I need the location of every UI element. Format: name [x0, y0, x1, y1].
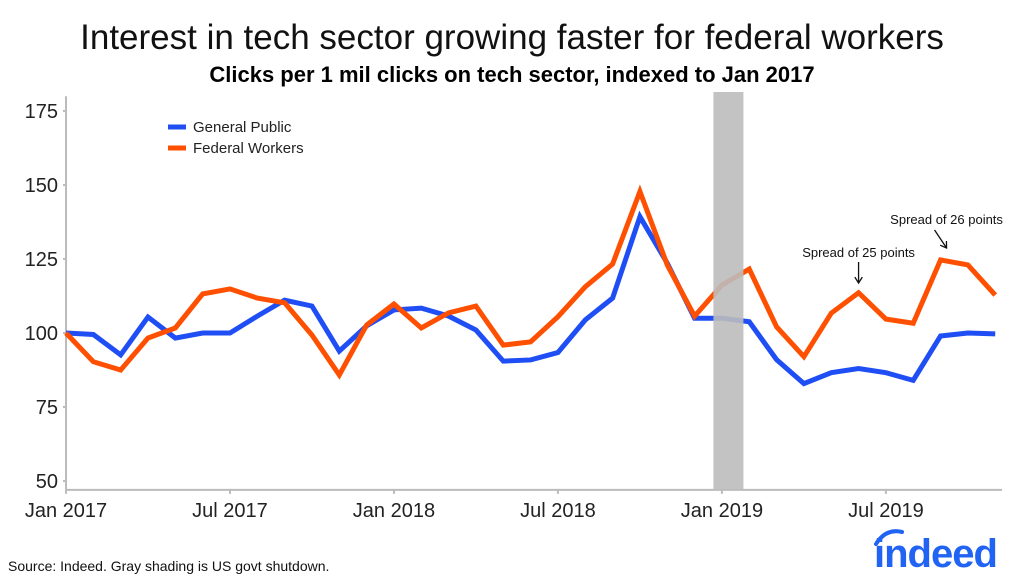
x-tick-label: Jan 2017 [25, 500, 107, 522]
y-tick-label: 75 [36, 397, 58, 419]
series-line-federal-workers [64, 184, 998, 380]
x-tick-label: Jan 2019 [681, 500, 763, 522]
x-tick-label: Jul 2019 [848, 500, 924, 522]
y-tick-label: 175 [25, 101, 58, 123]
logo-arc-icon [874, 529, 904, 546]
x-tick-label: Jan 2018 [353, 500, 435, 522]
legend-label: General Public [193, 119, 292, 136]
chart-title: Interest in tech sector growing faster f… [80, 18, 944, 57]
legend-label: Federal Workers [193, 140, 304, 157]
logo-text: indeed [874, 532, 998, 576]
annotation-arrowhead-icon [854, 276, 863, 285]
annotation-arrowhead-icon [939, 240, 948, 250]
annotation-text: Spread of 26 points [890, 212, 1003, 227]
annotation-text: Spread of 25 points [802, 245, 915, 260]
x-tick-label: Jul 2017 [192, 500, 268, 522]
x-tick-label: Jul 2018 [520, 500, 596, 522]
annotation-arrow-icon [934, 229, 948, 249]
shutdown-shading [713, 92, 744, 490]
y-tick-label: 50 [36, 471, 58, 493]
indeed-logo: indeed [872, 526, 1012, 576]
series-line-general-public [65, 210, 996, 387]
y-tick-label: 125 [25, 249, 58, 271]
y-tick-label: 100 [25, 323, 58, 345]
source-note: Source: Indeed. Gray shading is US govt … [8, 558, 330, 574]
chart-subtitle: Clicks per 1 mil clicks on tech sector, … [209, 62, 815, 87]
y-tick-label: 150 [25, 175, 58, 197]
